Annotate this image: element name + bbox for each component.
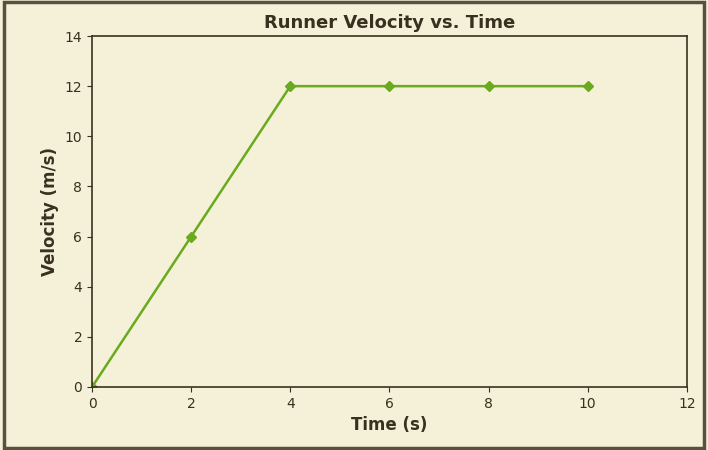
Title: Runner Velocity vs. Time: Runner Velocity vs. Time	[264, 14, 515, 32]
Y-axis label: Velocity (m/s): Velocity (m/s)	[41, 147, 59, 276]
X-axis label: Time (s): Time (s)	[351, 416, 428, 434]
